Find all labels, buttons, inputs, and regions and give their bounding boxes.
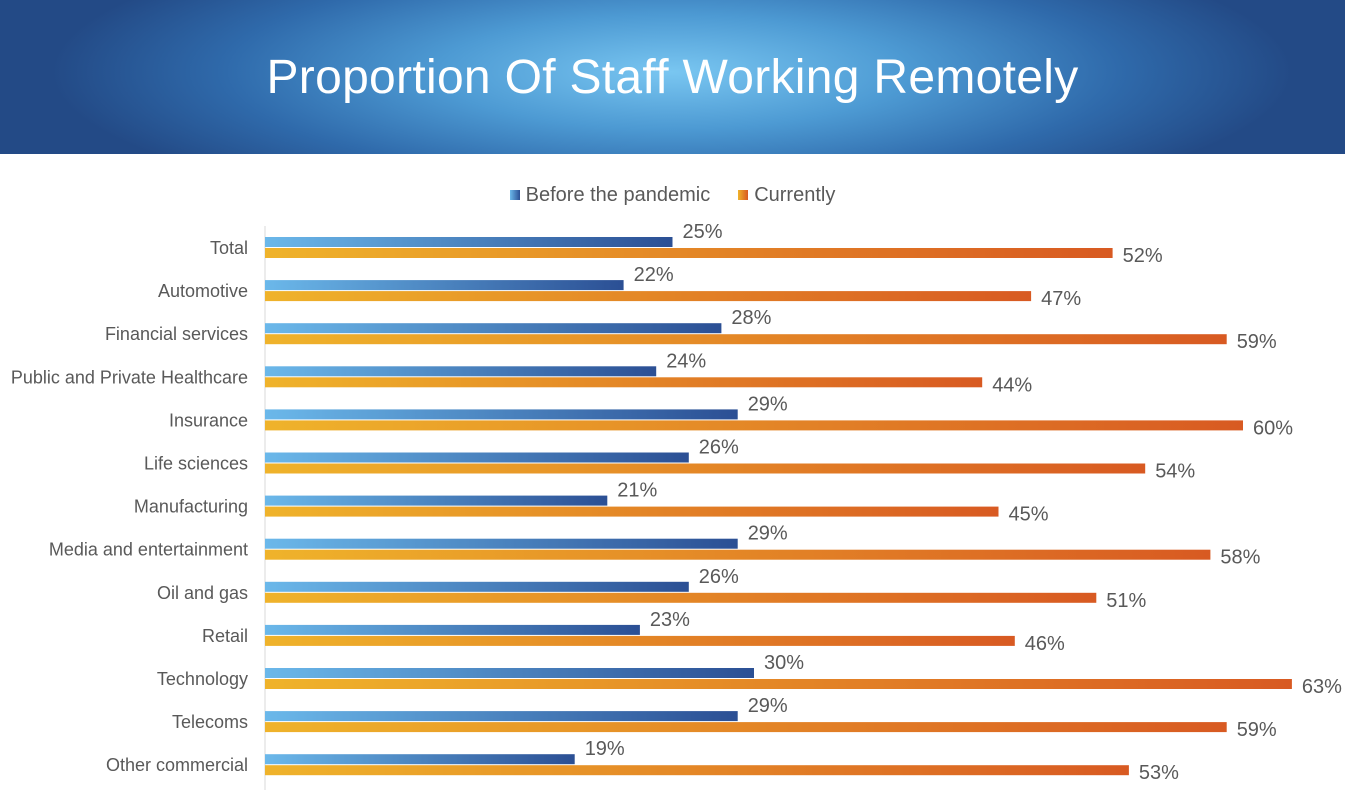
bar-currently [265,592,1097,603]
bar-currently [265,248,1113,258]
category-label: Public and Private Healthcare [11,367,248,387]
bar-currently [265,549,1211,560]
bar-currently [265,679,1292,689]
bar-currently [265,463,1146,474]
data-label-before-pandemic: 30% [764,652,804,674]
category-label: Life sciences [144,454,248,474]
category-label: Manufacturing [134,497,248,517]
bar-currently [265,765,1129,776]
data-label-currently: 45% [1009,504,1049,526]
data-label-before-pandemic: 25% [683,221,723,243]
data-label-before-pandemic: 29% [748,523,788,545]
data-label-currently: 51% [1106,590,1146,612]
bar-before-pandemic [265,237,673,247]
data-label-currently: 54% [1155,461,1195,483]
bar-before-pandemic [265,452,689,463]
legend-swatch-currently [738,190,749,200]
title-banner: Proportion Of Staff Working Remotely [0,0,1345,154]
data-label-before-pandemic: 24% [666,350,706,372]
bar-before-pandemic [265,538,738,549]
legend-label-before: Before the pandemic [525,183,711,206]
chart-title: Proportion Of Staff Working Remotely [266,50,1079,104]
data-label-currently: 44% [992,374,1032,396]
category-label: Retail [202,626,248,646]
category-label: Media and entertainment [49,540,248,560]
bar-before-pandemic [265,711,738,722]
data-label-before-pandemic: 26% [699,566,739,588]
category-label: Financial services [105,324,248,344]
bar-before-pandemic [265,754,575,765]
legend-item-currently: Currently [738,184,835,207]
bar-currently [265,377,983,388]
data-label-currently: 46% [1025,633,1065,655]
legend: Before the pandemic Currently [0,182,1345,208]
bar-before-pandemic [265,366,657,377]
legend-item-before: Before the pandemic [509,183,711,207]
data-label-before-pandemic: 29% [748,393,788,415]
data-label-currently: 47% [1041,288,1081,310]
category-label: Telecoms [172,712,248,732]
data-label-before-pandemic: 21% [617,480,657,502]
bar-before-pandemic [265,280,624,291]
data-label-before-pandemic: 19% [585,738,625,760]
data-label-currently: 59% [1237,719,1277,741]
data-label-before-pandemic: 28% [731,307,771,329]
data-label-currently: 60% [1253,417,1293,439]
bar-before-pandemic [265,495,608,506]
legend-label-currently: Currently [754,183,836,206]
bar-currently [265,506,999,517]
bar-currently [265,334,1227,345]
category-label: Oil and gas [157,583,248,603]
category-label: Technology [157,669,248,689]
bar-before-pandemic [265,409,738,420]
data-label-currently: 53% [1139,762,1179,784]
data-label-currently: 63% [1302,676,1342,698]
bar-before-pandemic [265,323,722,334]
data-label-before-pandemic: 23% [650,609,690,631]
bar-before-pandemic [265,581,689,592]
bar-before-pandemic [265,668,754,678]
category-label: Automotive [158,281,248,301]
data-label-before-pandemic: 26% [699,437,739,459]
category-label: Insurance [169,410,248,430]
data-label-currently: 59% [1237,331,1277,353]
bar-currently [265,722,1227,733]
bar-currently [265,635,1015,646]
category-label: Other commercial [106,755,248,775]
bar-currently [265,291,1032,302]
data-label-before-pandemic: 29% [748,695,788,717]
category-label: Total [210,238,248,258]
bar-before-pandemic [265,624,640,635]
legend-swatch-before [509,190,520,200]
bar-currently [265,420,1243,431]
data-label-before-pandemic: 22% [634,264,674,286]
data-label-currently: 52% [1123,245,1163,267]
data-label-currently: 58% [1220,547,1260,569]
